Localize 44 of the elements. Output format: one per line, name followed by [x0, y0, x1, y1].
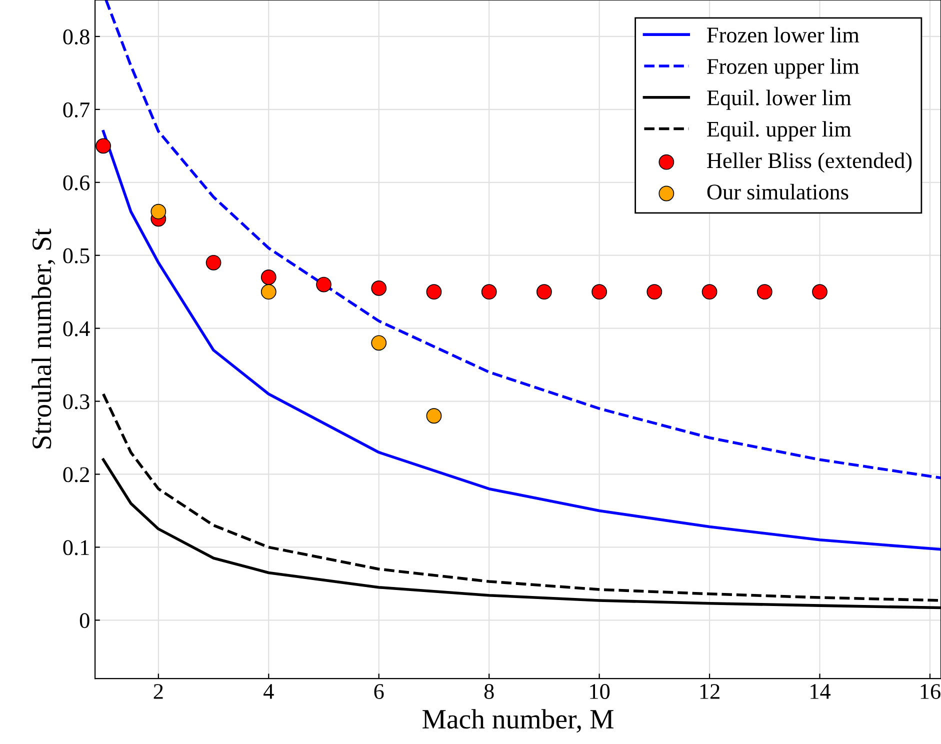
- x-tick-label: 2: [154, 684, 163, 699]
- legend-label: Our simulations: [707, 184, 848, 200]
- point: [96, 138, 112, 154]
- y-tick-label: 0.7: [63, 102, 90, 118]
- x-tick-label: 4: [264, 684, 274, 699]
- line-series: [104, 0, 941, 480]
- point: [426, 408, 442, 424]
- y-tick-label: 0.2: [63, 467, 89, 482]
- line-series: [102, 392, 941, 602]
- point: [260, 284, 276, 300]
- y-tick-label: 0.1: [63, 540, 89, 556]
- x-tick-label: 10: [590, 684, 610, 700]
- legend-label: Frozen upper lim: [707, 58, 860, 78]
- x-tick-label: 16: [920, 684, 940, 700]
- point: [316, 276, 332, 292]
- point: [371, 280, 387, 296]
- point: [646, 284, 662, 300]
- legend-label: Frozen lower lim: [707, 26, 860, 43]
- legend-label: Equil. lower lim: [707, 90, 852, 110]
- point: [150, 204, 166, 220]
- x-tick-label: 8: [484, 684, 494, 700]
- point: [206, 254, 222, 270]
- y-tick-label: 0.3: [63, 394, 90, 410]
- point: [702, 284, 718, 300]
- point: [426, 284, 442, 300]
- legend-label: Equil. upper lim: [707, 121, 852, 142]
- point: [260, 270, 276, 285]
- x-tick-label: 14: [810, 684, 831, 699]
- point: [756, 284, 772, 300]
- y-tick-label: 0.8: [63, 29, 90, 45]
- point: [371, 335, 387, 351]
- x-tick-label: 12: [700, 684, 720, 699]
- point: [592, 284, 608, 300]
- y-axis-title: Strouhal number, St: [32, 228, 56, 448]
- y-tick-label: 0.5: [63, 248, 90, 264]
- point: [481, 284, 497, 300]
- point: [812, 284, 828, 300]
- legend-label: Heller Bliss (extended): [707, 152, 912, 173]
- x-tick-label: 6: [374, 684, 384, 700]
- point: [536, 284, 552, 300]
- y-tick-label: 0.4: [63, 321, 90, 336]
- y-tick-label: 0.6: [63, 175, 90, 190]
- y-tick-label: 0: [80, 613, 90, 628]
- x-axis-title: Mach number, M: [422, 709, 614, 733]
